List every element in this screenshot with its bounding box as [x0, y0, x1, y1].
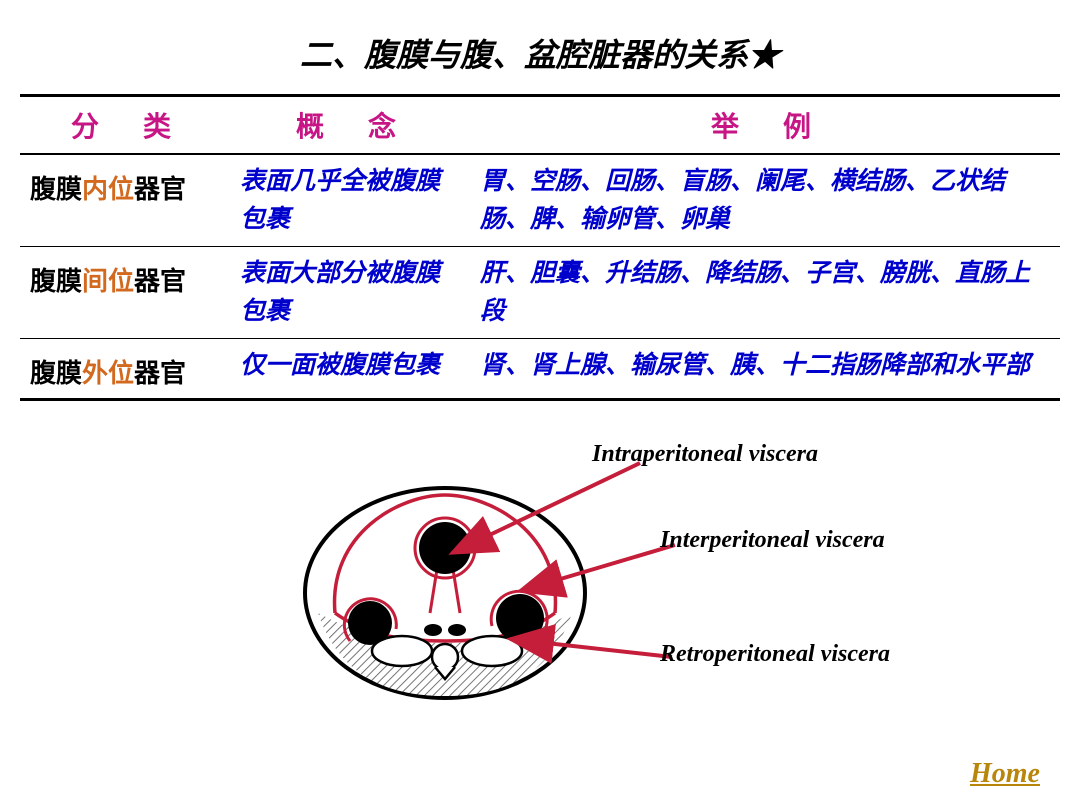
- cell-category: 腹膜外位器官: [20, 339, 230, 400]
- home-link[interactable]: Home: [970, 758, 1040, 790]
- classification-table: 分 类 概 念 举 例 腹膜内位器官表面几乎全被腹膜包裹胃、空肠、回肠、盲肠、阑…: [20, 94, 1060, 401]
- cell-concept: 表面大部分被腹膜包裹: [230, 247, 470, 339]
- header-concept: 概 念: [230, 96, 470, 155]
- cell-example: 肾、肾上腺、输尿管、胰、十二指肠降部和水平部: [470, 339, 1060, 400]
- table-header-row: 分 类 概 念 举 例: [20, 96, 1060, 155]
- header-example: 举 例: [470, 96, 1060, 155]
- header-category: 分 类: [20, 96, 230, 155]
- label-intraperitoneal: Intraperitoneal viscera: [592, 441, 818, 468]
- table-row: 腹膜间位器官表面大部分被腹膜包裹肝、胆囊、升结肠、降结肠、子宫、膀胱、直肠上段: [20, 247, 1060, 339]
- title-text: 二、腹膜与腹、盆腔脏器的关系: [300, 37, 748, 73]
- table-row: 腹膜内位器官表面几乎全被腹膜包裹胃、空肠、回肠、盲肠、阑尾、横结肠、乙状结肠、脾…: [20, 154, 1060, 247]
- anatomy-diagram: [300, 463, 590, 703]
- label-interperitoneal: Interperitoneal viscera: [660, 527, 885, 554]
- table-row: 腹膜外位器官仅一面被腹膜包裹肾、肾上腺、输尿管、胰、十二指肠降部和水平部: [20, 339, 1060, 400]
- cell-category: 腹膜内位器官: [20, 154, 230, 247]
- diagram-area: Intraperitoneal viscera Interperitoneal …: [0, 423, 1080, 783]
- cell-example: 胃、空肠、回肠、盲肠、阑尾、横结肠、乙状结肠、脾、输卵管、卵巢: [470, 154, 1060, 247]
- cell-example: 肝、胆囊、升结肠、降结肠、子宫、膀胱、直肠上段: [470, 247, 1060, 339]
- star-icon: ★: [748, 37, 780, 73]
- label-retroperitoneal: Retroperitoneal viscera: [660, 641, 890, 668]
- cell-concept: 表面几乎全被腹膜包裹: [230, 154, 470, 247]
- cell-concept: 仅一面被腹膜包裹: [230, 339, 470, 400]
- page-title: 二、腹膜与腹、盆腔脏器的关系★: [0, 0, 1080, 94]
- classification-table-wrap: 分 类 概 念 举 例 腹膜内位器官表面几乎全被腹膜包裹胃、空肠、回肠、盲肠、阑…: [0, 94, 1080, 401]
- cell-category: 腹膜间位器官: [20, 247, 230, 339]
